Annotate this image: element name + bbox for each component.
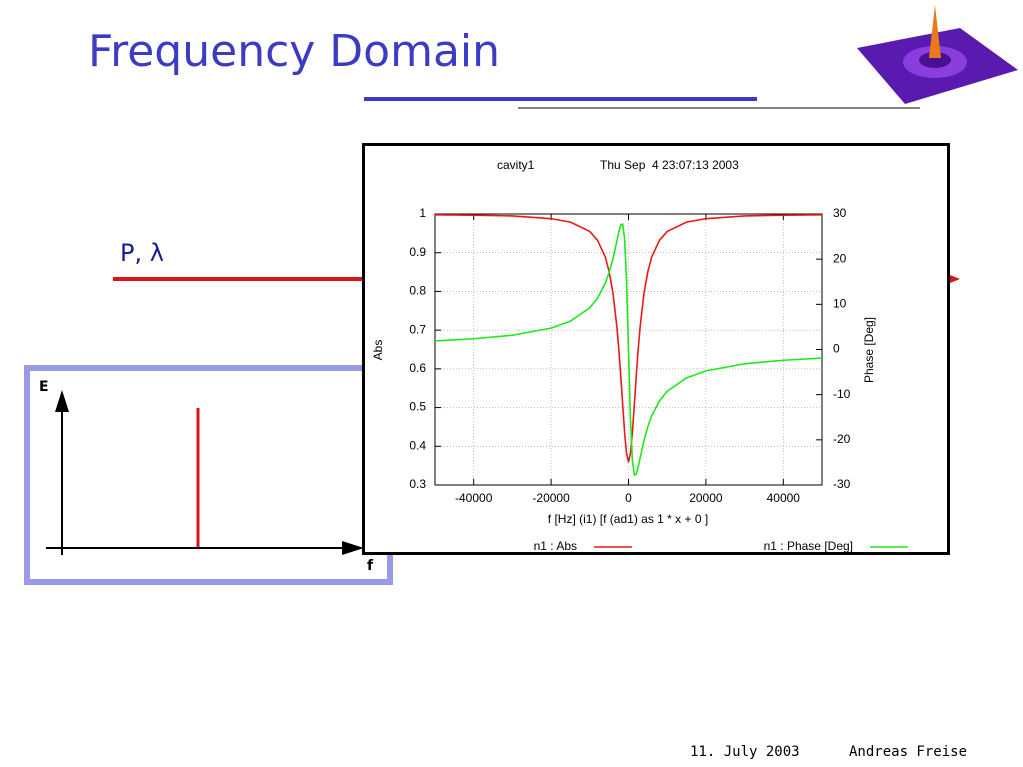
beam-label: P, λ bbox=[120, 239, 164, 267]
y-tick-label: 0.3 bbox=[409, 477, 426, 491]
y2-tick-label: -10 bbox=[833, 387, 851, 401]
y2-tick-label: -30 bbox=[833, 477, 851, 491]
y2-tick-label: 30 bbox=[833, 206, 847, 220]
diagram-box bbox=[24, 365, 393, 585]
legend-label: n1 : Phase [Deg] bbox=[764, 539, 853, 553]
y-tick-label: 0.7 bbox=[409, 322, 426, 336]
x-tick-label: 20000 bbox=[689, 491, 723, 505]
y-tick-label: 1 bbox=[419, 206, 426, 220]
legend-label: n1 : Abs bbox=[534, 539, 577, 553]
beam-arrow bbox=[950, 275, 960, 283]
x-tick-label: 0 bbox=[625, 491, 632, 505]
plot-border bbox=[434, 213, 823, 486]
chart-subtitle: Thu Sep 4 23:07:13 2003 bbox=[600, 158, 739, 172]
diagram-x-arrow bbox=[342, 541, 364, 555]
slide-title: Frequency Domain bbox=[88, 26, 500, 77]
y2-tick-label: 20 bbox=[833, 251, 847, 265]
series-line bbox=[434, 223, 823, 476]
y2-tick-label: -20 bbox=[833, 432, 851, 446]
x-tick-label: -40000 bbox=[455, 491, 493, 505]
diagram-y-arrow bbox=[55, 390, 69, 412]
series-line bbox=[434, 213, 823, 463]
y2-tick-label: 0 bbox=[833, 342, 840, 356]
diagram-x-label: f bbox=[367, 558, 374, 574]
footer-date: 11. July 2003 bbox=[690, 744, 800, 760]
logo bbox=[857, 5, 1018, 104]
y-tick-label: 0.8 bbox=[409, 284, 426, 298]
y-axis-label: Abs bbox=[371, 340, 385, 361]
logo-hole bbox=[919, 52, 951, 68]
y-tick-label: 0.6 bbox=[409, 361, 426, 375]
chart-title: cavity1 bbox=[497, 158, 535, 172]
x-axis-label: f [Hz] (i1) [f (ad1) as 1 * x + 0 ] bbox=[548, 512, 708, 526]
diagram-y-label: E bbox=[39, 379, 49, 395]
y-tick-label: 0.4 bbox=[409, 438, 426, 452]
footer-author: Andreas Freise bbox=[849, 744, 967, 760]
y2-axis-label: Phase [Deg] bbox=[862, 317, 876, 383]
x-tick-label: 40000 bbox=[767, 491, 801, 505]
y-tick-label: 0.5 bbox=[409, 400, 426, 414]
y-tick-label: 0.9 bbox=[409, 245, 426, 259]
chart-frame bbox=[362, 143, 950, 555]
y2-tick-label: 10 bbox=[833, 297, 847, 311]
logo-peak bbox=[929, 5, 941, 58]
chart: cavity1 Thu Sep 4 23:07:13 2003 f [Hz] (… bbox=[371, 158, 908, 553]
x-tick-label: -20000 bbox=[532, 491, 570, 505]
